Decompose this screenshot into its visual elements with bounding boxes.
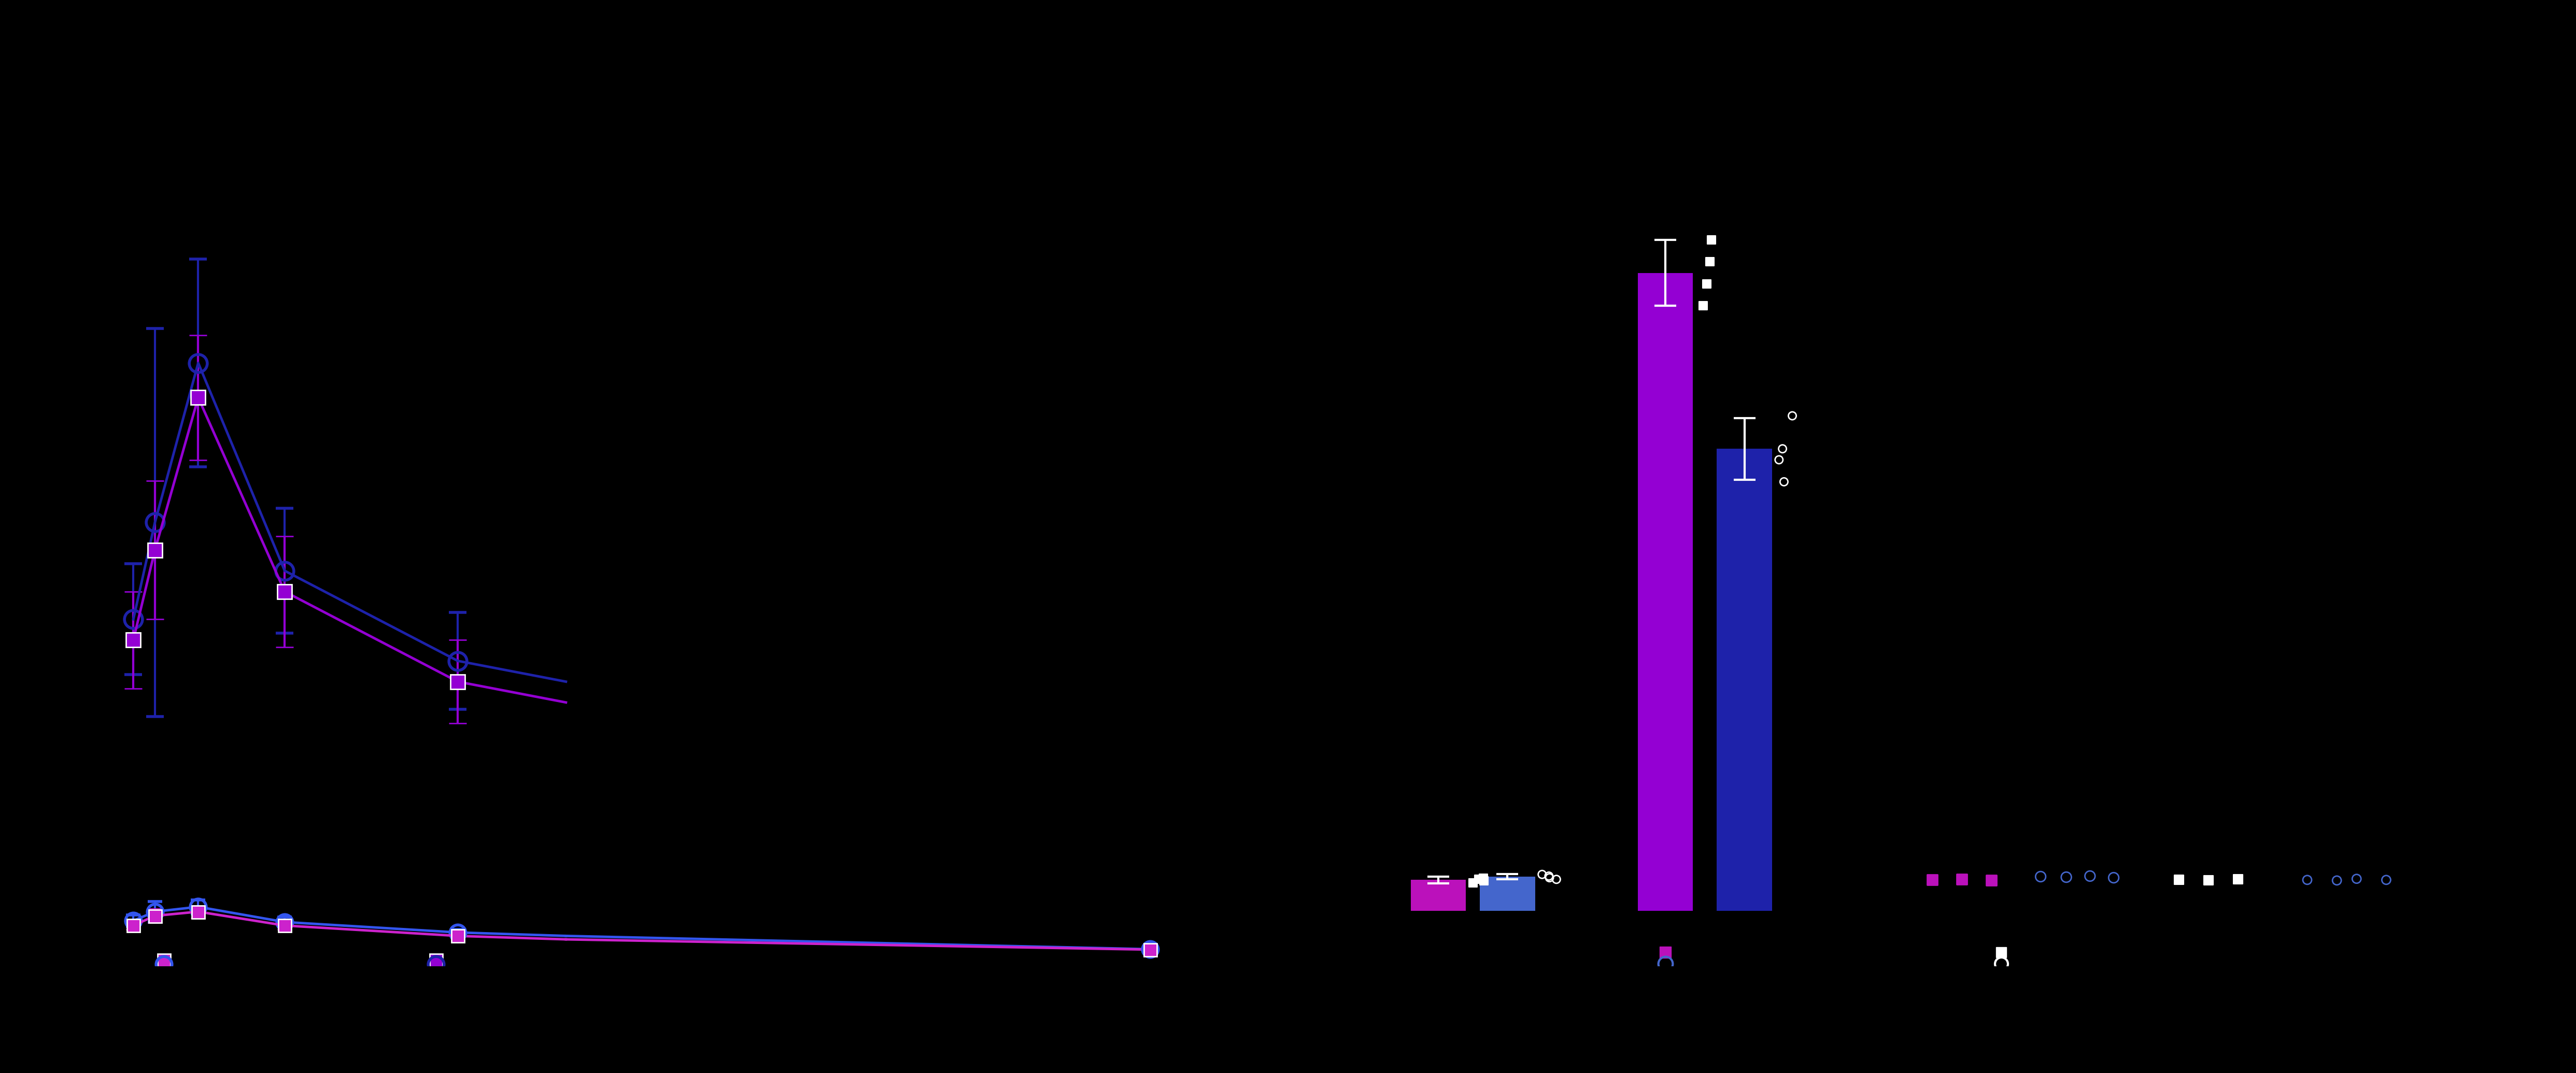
Point (2287, 871, 2329, 888)
Point (1682, 297, 1723, 314)
Point (1690, 253, 1731, 270)
Point (2336, 870, 2378, 887)
Point (1971, 872, 2012, 890)
Bar (1479, 877, 1535, 911)
Point (2094, 869, 2136, 886)
Bar (1716, 449, 1772, 911)
Point (2316, 872, 2357, 890)
Point (1463, 872, 1504, 890)
Point (2159, 871, 2200, 888)
Point (1690, 232, 1731, 249)
Bar (1638, 273, 1692, 911)
Point (1530, 869, 1571, 886)
Bar (1412, 880, 1466, 911)
Point (2365, 871, 2406, 888)
Point (1772, 408, 1814, 425)
Point (1522, 866, 1564, 883)
Point (1458, 871, 1499, 888)
Point (2020, 868, 2061, 885)
Point (1463, 870, 1504, 887)
Point (1759, 452, 1801, 469)
Point (2045, 868, 2087, 885)
Point (2187, 872, 2228, 890)
Point (1528, 867, 1569, 884)
Point (2218, 871, 2259, 888)
Point (1453, 874, 1494, 892)
Point (1765, 473, 1806, 490)
Point (1762, 440, 1803, 457)
Point (1687, 276, 1728, 293)
Point (1911, 871, 1953, 888)
Point (1535, 871, 1577, 888)
Point (2069, 867, 2110, 884)
Point (1942, 871, 1984, 888)
